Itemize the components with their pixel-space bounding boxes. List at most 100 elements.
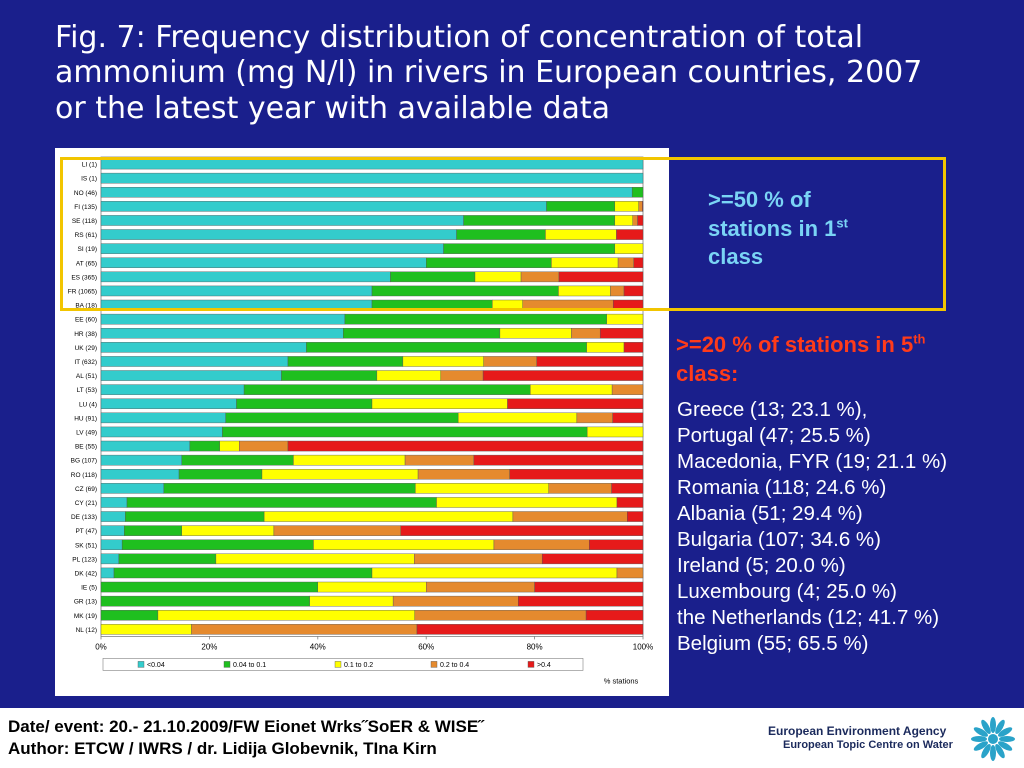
etc-name: European Topic Centre on Water [783, 739, 953, 751]
fifth-class-country-list: Greece (13; 23.1 %), Portugal (47; 25.5 … [677, 397, 947, 657]
bar-segment [426, 581, 535, 593]
legend-swatch [137, 661, 145, 668]
category-label: SE (118) [72, 218, 97, 225]
bar-segment [263, 511, 514, 522]
bar-segment [191, 624, 418, 635]
bar-segment [281, 370, 378, 381]
bar-segment [642, 201, 644, 212]
eea-name: European Environment Agency [768, 724, 947, 738]
bar-segment [163, 483, 416, 494]
category-label: PT (47) [75, 528, 97, 535]
bar-segment [113, 567, 373, 579]
bar-segment [436, 497, 618, 508]
chart-panel: LI (1) IS (1) NO (46) FI (135) SE (118) RS (6… [55, 148, 669, 696]
legend-swatch [334, 661, 342, 668]
note-50-line3: class [708, 244, 764, 270]
category-label: GR (13) [74, 599, 97, 606]
bar-segment [414, 553, 543, 565]
note-20-line2: class: [676, 360, 739, 386]
bar-segment [623, 342, 644, 353]
bar-segment [293, 454, 406, 466]
bar-segment [100, 356, 289, 367]
bar-segment [414, 610, 587, 621]
bar-segment [585, 610, 644, 621]
category-label: DE (133) [71, 514, 97, 521]
list-item: Greece (13; 23.1 %), [677, 398, 868, 421]
bar-segment [100, 313, 346, 325]
bar-segment [100, 440, 191, 452]
bar-segment [125, 511, 265, 522]
note-50-line2: stations in 1st [708, 215, 848, 241]
category-label: SK (51) [75, 542, 97, 549]
bar-segment [261, 469, 419, 480]
legend-label: 0.2 to 0.4 [440, 662, 469, 669]
bar-segment [100, 469, 180, 480]
bar-segment [181, 454, 294, 466]
bar-segment [215, 553, 415, 565]
bar-segment [576, 412, 613, 424]
category-label: FR (1065) [68, 288, 97, 295]
bar-segment [100, 426, 223, 438]
list-item: Romania (118; 24.6 %) [677, 476, 887, 500]
category-label: BA (18) [75, 303, 97, 310]
legend-label: >0.4 [537, 662, 551, 669]
category-label: RS (61) [75, 232, 97, 239]
bar-segment [402, 356, 484, 367]
bar-segment [239, 440, 289, 452]
stacked-bar-chart: LI (1) IS (1) NO (46) FI (135) SE (118) RS (6… [68, 156, 653, 685]
category-label: BG (107) [71, 458, 97, 465]
bar-segment [518, 595, 644, 607]
bar-segment [100, 342, 307, 353]
bar-segment [473, 454, 644, 466]
bar-segment [100, 370, 282, 381]
eea-logo-icon [971, 717, 1015, 761]
legend-label: <0.04 [147, 662, 165, 669]
x-tick-label: 60% [418, 642, 434, 651]
list-item: Luxembourg (4; 25.0 %) [677, 580, 897, 604]
category-label: MK (19) [74, 613, 97, 620]
bar-segment [512, 511, 628, 522]
first-class-note: >=50 % of stations in 1st class [708, 186, 848, 272]
bar-segment [483, 356, 537, 367]
note-50-line1: >=50 % of [708, 187, 811, 212]
bar-segment [536, 356, 644, 367]
list-item: Macedonia, FYR (19; 21.1 %) [677, 450, 948, 474]
legend-label: 0.1 to 0.2 [344, 662, 373, 669]
bar-segment [273, 525, 401, 536]
bar-segment [287, 440, 644, 452]
category-label: LU (4) [79, 401, 97, 408]
list-item: Ireland (5; 20.0 %) [677, 554, 846, 578]
category-label: HU (91) [74, 415, 97, 422]
bar-segment [417, 469, 510, 480]
legend-label: 0.04 to 0.1 [233, 662, 266, 669]
category-label: SI (19) [77, 246, 97, 253]
bar-segment [306, 342, 587, 353]
bar-segment [633, 257, 644, 268]
fifth-class-note: >=20 % of stations in 5th class: [676, 331, 925, 388]
bar-segment [541, 553, 644, 565]
legend-swatch [527, 661, 535, 668]
bar-segment [225, 412, 459, 424]
bar-segment [100, 511, 126, 522]
bar-segment [404, 454, 475, 466]
category-label: LT (53) [77, 387, 97, 394]
bar-segment [416, 624, 644, 635]
bar-segment [157, 610, 416, 621]
bar-segment [637, 215, 644, 226]
category-label: BE (55) [75, 444, 97, 451]
bar-segment [100, 553, 120, 565]
bar-segment [616, 497, 644, 508]
bar-segment [100, 525, 125, 536]
bar-segment [243, 384, 531, 395]
bar-segment [627, 511, 644, 522]
bar-segment [100, 384, 245, 395]
bar-segment [100, 454, 182, 466]
bar-segment [616, 229, 644, 240]
bar-segment [100, 595, 310, 607]
category-label: ES (365) [71, 274, 97, 281]
bar-segment [344, 313, 607, 325]
bar-segment [118, 553, 217, 565]
bar-segment [612, 412, 644, 424]
bar-segment [121, 539, 314, 551]
bar-segment [100, 327, 344, 339]
